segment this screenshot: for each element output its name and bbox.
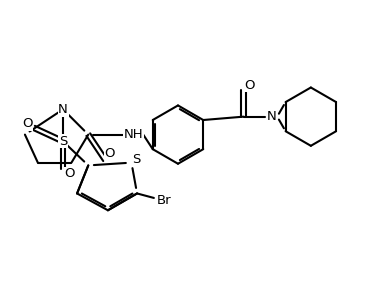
Text: NH: NH [123,128,143,141]
Text: O: O [104,147,115,160]
Text: O: O [65,167,75,180]
Text: S: S [59,135,67,148]
Text: O: O [22,117,32,130]
Text: S: S [132,153,140,166]
Text: Br: Br [157,194,171,207]
Text: N: N [267,110,276,123]
Text: N: N [58,103,68,116]
Text: O: O [244,79,255,92]
